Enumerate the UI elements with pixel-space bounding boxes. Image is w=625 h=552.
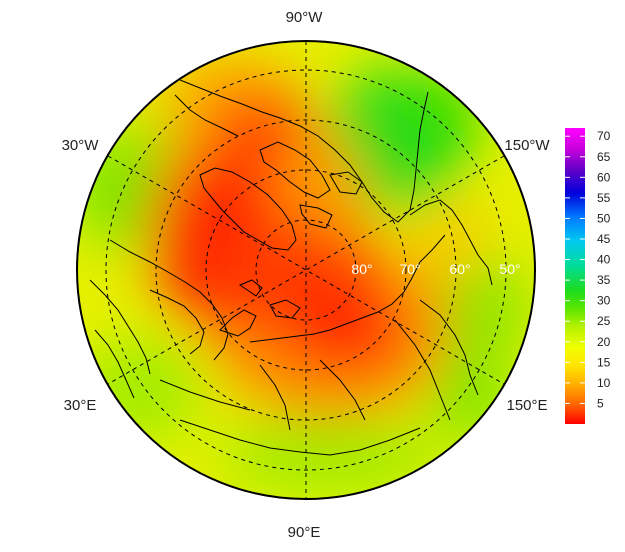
lon-label-90w: 90°W: [286, 9, 324, 26]
lat-circle-50: [105, 69, 507, 471]
colorbar-tick-label: 45: [597, 232, 611, 246]
colorbar-tick-label: 40: [597, 253, 611, 267]
colorbar-tick-label: 5: [597, 396, 604, 410]
lon-label-150w: 150°W: [504, 137, 550, 154]
alaska-coast: [409, 199, 493, 286]
colorbar-tick-label: 55: [597, 191, 611, 205]
lat-circle-70: [205, 169, 407, 371]
lon-label-30e: 30°E: [64, 397, 97, 414]
europe-coast: [109, 239, 229, 361]
colorbar-tick-label: 50: [597, 211, 611, 225]
lat-label-50: 50°: [499, 261, 520, 277]
colorbar-tick-label: 60: [597, 170, 611, 184]
colorbar-tick-label: 25: [597, 314, 611, 328]
north-america-coast: [179, 79, 429, 223]
lat-label-70: 70°: [399, 261, 420, 277]
colorbar-tick-label: 15: [597, 355, 611, 369]
colorbar-tick-label: 10: [597, 376, 611, 390]
siberia-coast: [249, 234, 446, 343]
lon-label-90e: 90°E: [288, 524, 321, 541]
graticule: [105, 41, 507, 499]
heat-field: [77, 41, 535, 499]
lat-label-80: 80°: [351, 261, 372, 277]
greenland-coast: [199, 167, 297, 251]
lon-label-30w: 30°W: [62, 137, 100, 154]
map-border: [76, 40, 536, 500]
colorbar-gradient: [565, 128, 585, 424]
archipelago-coast: [259, 141, 331, 199]
lat-label-60: 60°: [449, 261, 470, 277]
colorbar-tick-label: 35: [597, 273, 611, 287]
colorbar-tick-label: 20: [597, 335, 611, 349]
lon-label-150e: 150°E: [506, 397, 547, 414]
colorbar: 70 65 60 55 50 45 40 35 30 25 20 15 10 5: [565, 128, 611, 424]
colorbar-ticks: 70 65 60 55 50 45 40 35 30 25 20 15 10 5: [565, 129, 611, 410]
colorbar-tick-label: 70: [597, 129, 611, 143]
coastlines: [89, 79, 493, 456]
colorbar-tick-label: 30: [597, 294, 611, 308]
colorbar-tick-label: 65: [597, 150, 611, 164]
